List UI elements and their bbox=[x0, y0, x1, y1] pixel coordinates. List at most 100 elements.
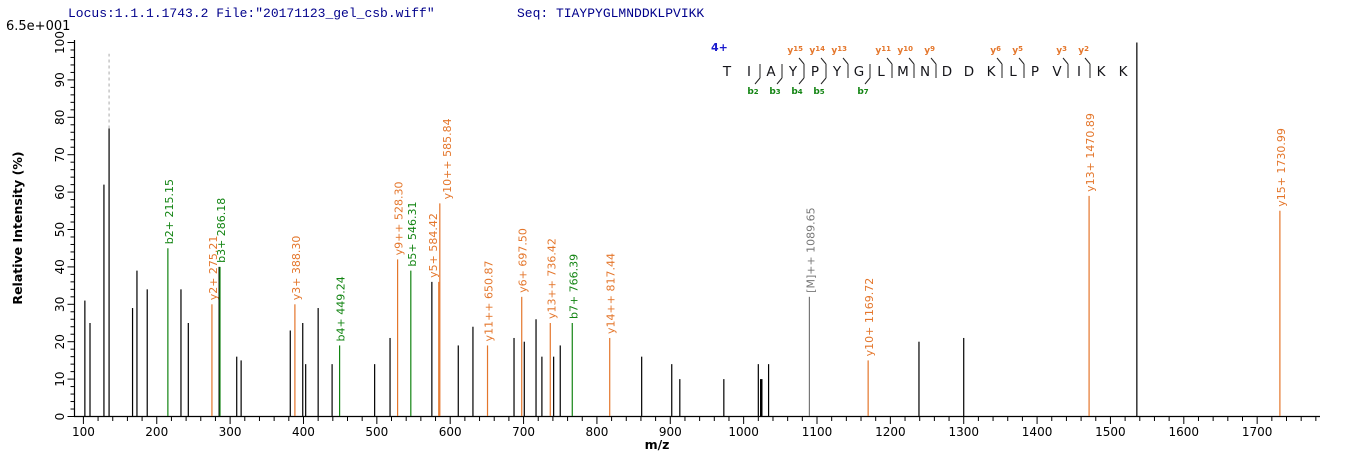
sequence-letter: I bbox=[1077, 64, 1081, 80]
y-tick-label: 50 bbox=[53, 222, 67, 237]
sequence-letter: P bbox=[1031, 64, 1039, 80]
y-ion-label: y6 bbox=[990, 45, 1001, 56]
sequence-letter: L bbox=[877, 64, 885, 80]
precursor-charge-label: 4+ bbox=[711, 41, 728, 54]
y-ion-label: y11 bbox=[875, 45, 891, 56]
y-ion-tick bbox=[798, 57, 805, 65]
b-ion-label: b5 bbox=[813, 87, 824, 97]
sequence-letter: K bbox=[1119, 64, 1129, 80]
peak-label: y2+ 275.21 bbox=[207, 236, 220, 301]
y-ion-tick bbox=[886, 57, 893, 65]
b-ion-label: b4 bbox=[791, 87, 802, 97]
y-tick-label: 30 bbox=[53, 297, 67, 312]
x-tick-label: 1600 bbox=[1169, 425, 1200, 439]
peak-label: y13++ 736.42 bbox=[545, 238, 558, 319]
x-tick-label: 1200 bbox=[875, 425, 906, 439]
b-ion-label: b7 bbox=[857, 87, 868, 97]
x-tick-label: 400 bbox=[292, 425, 315, 439]
peak-label: y10+ 1169.72 bbox=[863, 278, 876, 357]
y-tick-label: 90 bbox=[53, 72, 67, 87]
peak-label: y15+ 1730.99 bbox=[1275, 128, 1288, 207]
y-ion-label: y15 bbox=[787, 45, 803, 56]
sequence-letter: T bbox=[722, 64, 732, 80]
b-ion-tick bbox=[864, 77, 871, 85]
x-tick-label: 1500 bbox=[1095, 425, 1126, 439]
y-tick-label: 70 bbox=[53, 147, 67, 162]
x-tick-label: 300 bbox=[219, 425, 242, 439]
b-ion-label: b2 bbox=[747, 87, 758, 97]
sequence-letter: Y bbox=[788, 64, 798, 80]
x-tick-label: 100 bbox=[72, 425, 95, 439]
sequence-letter: V bbox=[1052, 64, 1062, 80]
y-ion-label: y13 bbox=[831, 45, 847, 56]
sequence-letter: L bbox=[1009, 64, 1017, 80]
sequence-letter: D bbox=[942, 64, 952, 80]
peak-label: [M]++ 1089.65 bbox=[804, 207, 817, 293]
x-tick-label: 500 bbox=[365, 425, 388, 439]
sequence-letter: I bbox=[747, 64, 751, 80]
y-ion-label: y5 bbox=[1012, 45, 1023, 56]
y-ion-label: y9 bbox=[924, 45, 935, 56]
y-ion-tick bbox=[930, 57, 937, 65]
x-tick-label: 600 bbox=[439, 425, 462, 439]
y-axis-title: Relative Intensity (%) bbox=[10, 151, 25, 304]
y-ion-tick bbox=[1062, 57, 1069, 65]
y-ion-label: y14 bbox=[809, 45, 825, 56]
sequence-letter: D bbox=[964, 64, 974, 80]
peak-label: b5+ 546.31 bbox=[406, 201, 419, 266]
sequence-title: Seq: TIAYPYGLMNDDKLPVIKK bbox=[517, 6, 705, 21]
b-ion-tick bbox=[798, 77, 805, 85]
sequence-letter: K bbox=[1097, 64, 1107, 80]
y-tick-label: 10 bbox=[53, 371, 67, 386]
y-ion-tick bbox=[996, 57, 1003, 65]
y-ion-label: y10 bbox=[897, 45, 913, 56]
y-ion-tick bbox=[842, 57, 849, 65]
x-tick-label: 700 bbox=[512, 425, 535, 439]
x-tick-label: 1700 bbox=[1242, 425, 1273, 439]
y-ion-tick bbox=[820, 57, 827, 65]
b-ion-tick bbox=[820, 77, 827, 85]
peak-label: b3+ 286.18 bbox=[215, 198, 228, 263]
b-ion-tick bbox=[776, 77, 783, 85]
sequence-letter: G bbox=[854, 64, 864, 80]
peak-label: b2+ 215.15 bbox=[163, 179, 176, 244]
y-ion-tick bbox=[1084, 57, 1091, 65]
sequence-letter: A bbox=[766, 64, 776, 80]
intensity-scale-label: 6.5e+001 bbox=[6, 19, 71, 34]
sequence-letter: N bbox=[920, 64, 930, 80]
y-ion-label: y3 bbox=[1056, 45, 1067, 56]
locus-file-title: Locus:1.1.1.1743.2 File:"20171123_gel_cs… bbox=[68, 6, 435, 21]
x-tick-label: 200 bbox=[145, 425, 168, 439]
peak-label: y3+ 388.30 bbox=[290, 236, 303, 301]
y-tick-label: 20 bbox=[53, 334, 67, 349]
x-tick-label: 1400 bbox=[1022, 425, 1053, 439]
x-tick-label: 900 bbox=[659, 425, 682, 439]
b-ion-tick bbox=[754, 77, 761, 85]
peak-label: b4+ 449.24 bbox=[335, 276, 348, 341]
peak-label: y10++ 585.84 bbox=[441, 118, 454, 199]
peak-label: y14++ 817.44 bbox=[605, 253, 618, 334]
x-axis-title: m/z bbox=[645, 437, 670, 452]
peak-label: y6+ 697.50 bbox=[517, 228, 530, 293]
peak-label: y5+ 584.42 bbox=[427, 213, 440, 278]
sequence-letter: M bbox=[897, 64, 909, 80]
sequence-letter: Y bbox=[832, 64, 842, 80]
y-tick-label: 0 bbox=[53, 413, 67, 421]
y-tick-label: 40 bbox=[53, 259, 67, 274]
y-tick-label: 60 bbox=[53, 184, 67, 199]
x-tick-label: 1100 bbox=[802, 425, 833, 439]
y-ion-label: y2 bbox=[1078, 45, 1089, 56]
b-ion-label: b3 bbox=[769, 87, 780, 97]
y-ion-tick bbox=[908, 57, 915, 65]
peak-label: y11++ 650.87 bbox=[483, 261, 496, 342]
x-tick-label: 800 bbox=[585, 425, 608, 439]
y-tick-label: 80 bbox=[53, 110, 67, 125]
x-tick-label: 1300 bbox=[948, 425, 979, 439]
sequence-letter: P bbox=[811, 64, 819, 80]
x-tick-label: 1000 bbox=[728, 425, 759, 439]
peak-label: y9++ 528.30 bbox=[393, 181, 406, 255]
sequence-letter: K bbox=[987, 64, 997, 80]
y-tick-label: 100 bbox=[53, 31, 67, 54]
